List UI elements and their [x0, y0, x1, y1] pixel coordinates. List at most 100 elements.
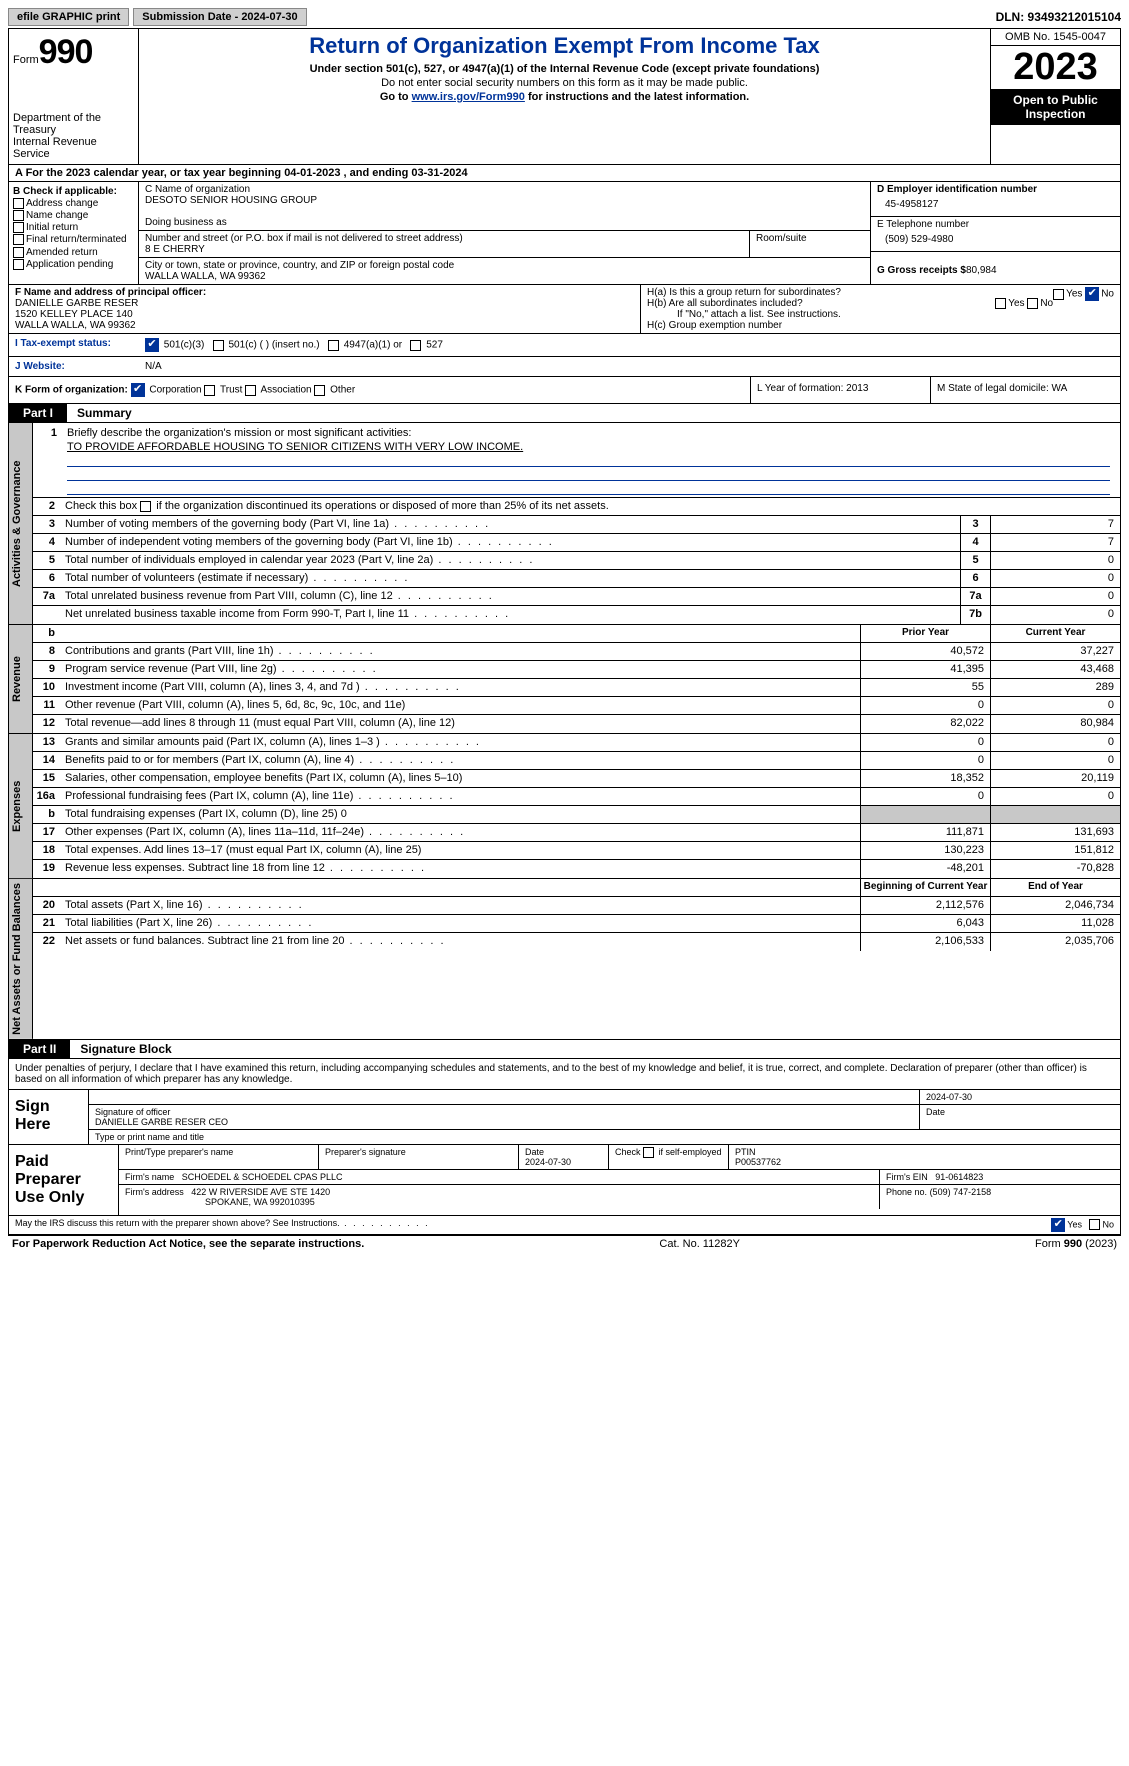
form-number: 990 — [39, 33, 93, 71]
sign-here-grid: Sign Here 2024-07-30 Signature of office… — [9, 1089, 1120, 1144]
org-name-label: C Name of organization — [145, 184, 864, 195]
gross-value: 80,984 — [966, 265, 997, 276]
header-info-grid: B Check if applicable: Address change Na… — [8, 182, 1121, 285]
p17: 111,871 — [860, 824, 990, 841]
val7b: 0 — [990, 606, 1120, 624]
line19: Revenue less expenses. Subtract line 18 … — [61, 860, 860, 878]
chk-address-change[interactable]: Address change — [13, 198, 134, 209]
officer-addr1: 1520 KELLEY PLACE 140 — [15, 309, 133, 320]
checkbox-icon — [13, 222, 24, 233]
form-org-row: K Form of organization: ✔ Corporation Tr… — [8, 377, 1121, 404]
ssn-note: Do not enter social security numbers on … — [143, 77, 986, 89]
c18: 151,812 — [990, 842, 1120, 859]
topbar: efile GRAPHIC print Submission Date - 20… — [8, 8, 1121, 26]
mission-text: TO PROVIDE AFFORDABLE HOUSING TO SENIOR … — [35, 441, 1118, 453]
checkbox-icon[interactable] — [140, 501, 151, 512]
sig-date1: 2024-07-30 — [920, 1090, 1120, 1104]
p21: 6,043 — [860, 915, 990, 932]
checkbox-checked-icon[interactable]: ✔ — [131, 383, 145, 397]
line21: Total liabilities (Part X, line 26) — [61, 915, 860, 932]
checkbox-icon[interactable] — [643, 1147, 654, 1158]
checkbox-icon[interactable] — [245, 385, 256, 396]
irs-link[interactable]: www.irs.gov/Form990 — [412, 91, 525, 103]
checkbox-icon[interactable] — [328, 340, 339, 351]
val7a: 0 — [990, 588, 1120, 605]
line16b: Total fundraising expenses (Part IX, col… — [61, 806, 860, 823]
line3: Number of voting members of the governin… — [61, 516, 960, 533]
checkbox-icon[interactable] — [1027, 298, 1038, 309]
checkbox-icon[interactable] — [410, 340, 421, 351]
checkbox-icon[interactable] — [1089, 1219, 1100, 1230]
line9: Program service revenue (Part VIII, line… — [61, 661, 860, 678]
c14: 0 — [990, 752, 1120, 769]
efile-print-button[interactable]: efile GRAPHIC print — [8, 8, 129, 26]
checkbox-checked-icon[interactable]: ✔ — [1051, 1218, 1065, 1232]
checkbox-checked-icon[interactable]: ✔ — [1085, 287, 1099, 301]
sig-blank1 — [89, 1090, 920, 1104]
firm-addr-cell: Firm's address 422 W RIVERSIDE AVE STE 1… — [119, 1185, 880, 1209]
checkbox-icon[interactable] — [995, 298, 1006, 309]
section-b-label: B Check if applicable: — [13, 186, 117, 197]
checkbox-icon — [13, 234, 24, 245]
side-expenses: Expenses — [9, 734, 33, 878]
footer-left: For Paperwork Reduction Act Notice, see … — [12, 1238, 364, 1250]
checkbox-icon[interactable] — [213, 340, 224, 351]
line2: Check this box if the organization disco… — [61, 498, 1120, 515]
side-revenue: Revenue — [9, 625, 33, 733]
officer-addr2: WALLA WALLA, WA 99362 — [15, 320, 136, 331]
part1-title: Summary — [67, 404, 142, 422]
goto-pre: Go to — [380, 91, 412, 103]
line13: Grants and similar amounts paid (Part IX… — [61, 734, 860, 751]
row-a-tax-period: A For the 2023 calendar year, or tax yea… — [8, 165, 1121, 182]
line8: Contributions and grants (Part VIII, lin… — [61, 643, 860, 660]
prior-year-header: Prior Year — [860, 625, 990, 642]
line20: Total assets (Part X, line 16) — [61, 897, 860, 914]
expenses-section: Expenses 13Grants and similar amounts pa… — [8, 734, 1121, 879]
submission-date-button[interactable]: Submission Date - 2024-07-30 — [133, 8, 306, 26]
dln-text: DLN: 93493212015104 — [996, 10, 1121, 24]
p16a: 0 — [860, 788, 990, 805]
checkbox-icon[interactable] — [204, 385, 215, 396]
c22: 2,035,706 — [990, 933, 1120, 951]
section-f: F Name and address of principal officer:… — [9, 285, 640, 333]
chk-amended-return[interactable]: Amended return — [13, 247, 134, 258]
side-governance: Activities & Governance — [9, 423, 33, 624]
chk-final-return[interactable]: Final return/terminated — [13, 234, 134, 245]
c9: 43,468 — [990, 661, 1120, 678]
gross-cell: G Gross receipts $80,984 — [871, 252, 1120, 278]
chk-name-change[interactable]: Name change — [13, 210, 134, 221]
form-header: Form990 Department of the Treasury Inter… — [8, 28, 1121, 165]
c15: 20,119 — [990, 770, 1120, 787]
checkbox-icon[interactable] — [314, 385, 325, 396]
hb-note: If "No," attach a list. See instructions… — [647, 309, 1114, 320]
phone-cell: E Telephone number (509) 529-4980 — [871, 217, 1120, 252]
room-label: Room/suite — [756, 233, 864, 244]
c11: 0 — [990, 697, 1120, 714]
tax-status-row: I Tax-exempt status: ✔ 501(c)(3) 501(c) … — [8, 334, 1121, 357]
tax-status-label: I Tax-exempt status: — [9, 334, 139, 356]
line12: Total revenue—add lines 8 through 11 (mu… — [61, 715, 860, 733]
checkbox-checked-icon[interactable]: ✔ — [145, 338, 159, 352]
checkbox-icon[interactable] — [1053, 289, 1064, 300]
goto-note: Go to www.irs.gov/Form990 for instructio… — [143, 91, 986, 103]
chk-app-pending[interactable]: Application pending — [13, 259, 134, 270]
p16b-gray — [860, 806, 990, 823]
part2-header: Part II Signature Block — [8, 1040, 1121, 1059]
chk-initial-return[interactable]: Initial return — [13, 222, 134, 233]
dba-label: Doing business as — [145, 217, 864, 228]
c20: 2,046,734 — [990, 897, 1120, 914]
p18: 130,223 — [860, 842, 990, 859]
discuss-text: May the IRS discuss this return with the… — [15, 1218, 430, 1228]
phone-label: E Telephone number — [877, 219, 1114, 230]
line5: Total number of individuals employed in … — [61, 552, 960, 569]
checkbox-icon — [13, 198, 24, 209]
p22: 2,106,533 — [860, 933, 990, 951]
line4: Number of independent voting members of … — [61, 534, 960, 551]
ha-text: H(a) Is this a group return for subordin… — [647, 287, 841, 298]
checkbox-icon — [13, 247, 24, 258]
sig-officer-label: Signature of officer — [95, 1107, 913, 1117]
line7a: Total unrelated business revenue from Pa… — [61, 588, 960, 605]
omb-number: OMB No. 1545-0047 — [991, 29, 1120, 46]
c10: 289 — [990, 679, 1120, 696]
end-year-header: End of Year — [990, 879, 1120, 896]
